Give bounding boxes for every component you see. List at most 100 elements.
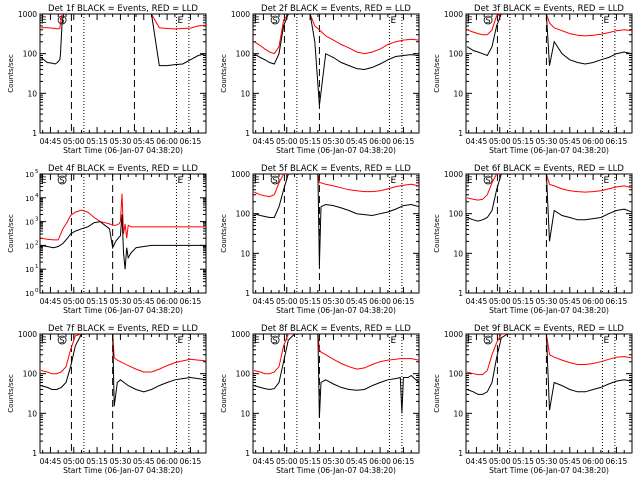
events-series-line <box>41 214 206 270</box>
x-tick-label: 05:00 <box>489 457 511 466</box>
y-tick-exponent: 4 <box>35 193 39 199</box>
plot-frame <box>252 333 420 454</box>
x-tick-label: 05:15 <box>86 457 108 466</box>
y-tick-label: 100 <box>449 210 464 219</box>
y-tick-exponent: 2 <box>35 240 39 246</box>
y-tick-label: 1000 <box>444 330 463 339</box>
y-axis-label: Counts/sec <box>220 54 228 93</box>
lld-series-line <box>253 174 419 198</box>
x-tick-label: 05:15 <box>512 297 534 306</box>
panel-det-3: Det 3f BLACK = Events, RED = LLD 1 10 100 10… <box>433 4 633 155</box>
marker-e-end: E <box>603 176 609 186</box>
y-tick-exponent: 1 <box>35 264 39 270</box>
x-tick-label: 06:00 <box>582 457 604 466</box>
marker-e-start: E <box>467 16 473 26</box>
lld-series-line <box>466 174 632 201</box>
lld-series-line <box>41 193 206 241</box>
series-group <box>253 174 419 266</box>
plot-frame <box>252 13 420 134</box>
x-tick-label: 06:15 <box>180 137 202 146</box>
x-axis-label: Start Time (06-Jan-07 04:38:20) <box>63 306 183 315</box>
y-tick-label: 10 <box>453 89 463 98</box>
y-tick-label: 1 <box>32 129 37 138</box>
lld-series-line <box>253 334 419 375</box>
x-tick-label: 05:45 <box>559 297 581 306</box>
marker-s-circle <box>270 15 280 25</box>
x-axis-label: Start Time (06-Jan-07 04:38:20) <box>63 466 183 475</box>
x-tick-label: 05:15 <box>299 137 321 146</box>
y-tick-label: 10 <box>453 249 463 258</box>
marker-e-start: E <box>254 176 260 186</box>
x-tick-label: 05:45 <box>133 457 155 466</box>
y-tick-label: 10 <box>25 195 34 203</box>
marker-s-circle <box>483 175 493 185</box>
x-tick-label: 05:30 <box>323 137 345 146</box>
x-tick-label: 05:45 <box>133 297 155 306</box>
y-tick-label: 10 <box>240 409 250 418</box>
x-tick-label: 06:15 <box>180 297 202 306</box>
marker-s: S <box>273 16 278 25</box>
y-tick-label: 10 <box>25 242 34 250</box>
x-axis-label: Start Time (06-Jan-07 04:38:20) <box>489 306 609 315</box>
panel-title: Det 3f BLACK = Events, RED = LLD <box>474 4 624 14</box>
series-group <box>466 334 632 411</box>
plot-frame <box>39 173 207 294</box>
panel-det-5: Det 5f BLACK = Events, RED = LLD 1 10 100 10… <box>220 164 420 315</box>
x-tick-label: 05:45 <box>346 297 368 306</box>
marker-s-circle <box>57 335 67 345</box>
panel-det-1: Det 1f BLACK = Events, RED = LLD 1 10 100 10… <box>7 4 207 155</box>
y-tick-label: 10 <box>25 219 34 227</box>
plot-frame <box>39 13 207 134</box>
y-axis-label: Counts/sec <box>7 374 15 413</box>
y-axis-label: Counts/sec <box>7 54 15 93</box>
x-tick-label: 05:30 <box>110 457 132 466</box>
y-tick-label: 1000 <box>18 330 37 339</box>
x-tick-label: 05:30 <box>536 457 558 466</box>
events-series-line <box>466 334 632 411</box>
x-tick-label: 04:45 <box>466 297 488 306</box>
y-tick-label: 1000 <box>444 170 463 179</box>
y-tick-label: 10 <box>240 89 250 98</box>
marker-e-start: E <box>41 16 47 26</box>
y-tick-label: 1000 <box>231 170 250 179</box>
x-tick-label: 06:15 <box>393 137 415 146</box>
series-group <box>466 174 632 242</box>
marker-e-end: E <box>390 336 396 346</box>
y-tick-exponent: 3 <box>35 217 39 223</box>
marker-s: S <box>60 176 65 185</box>
panel-title: Det 5f BLACK = Events, RED = LLD <box>261 164 411 174</box>
x-tick-label: 05:15 <box>86 137 108 146</box>
y-tick-label: 10 <box>25 171 34 179</box>
panel-title: Det 2f BLACK = Events, RED = LLD <box>261 4 411 14</box>
x-tick-label: 06:00 <box>156 137 178 146</box>
x-tick-label: 04:45 <box>40 457 62 466</box>
series-group <box>466 14 632 66</box>
x-tick-label: 04:45 <box>253 137 275 146</box>
x-tick-label: 06:15 <box>393 297 415 306</box>
x-tick-label: 06:00 <box>369 457 391 466</box>
y-tick-label: 1000 <box>231 10 250 19</box>
lld-series-line <box>466 14 632 37</box>
marker-e-start: E <box>254 16 260 26</box>
x-tick-label: 05:30 <box>110 297 132 306</box>
y-tick-label: 1 <box>32 449 37 458</box>
marker-e-end: E <box>177 16 183 26</box>
x-tick-label: 06:00 <box>582 137 604 146</box>
x-tick-label: 05:45 <box>559 457 581 466</box>
y-tick-label: 1 <box>458 449 463 458</box>
series-group <box>253 14 419 106</box>
y-axis-label: Counts/sec <box>220 214 228 253</box>
x-tick-label: 06:15 <box>606 457 628 466</box>
x-tick-label: 05:15 <box>86 297 108 306</box>
marker-e-end: E <box>390 16 396 26</box>
panel-title: Det 9f BLACK = Events, RED = LLD <box>474 324 624 334</box>
x-axis-label: Start Time (06-Jan-07 04:38:20) <box>276 146 396 155</box>
panel-title: Det 7f BLACK = Events, RED = LLD <box>48 324 198 334</box>
marker-e-start: E <box>41 176 47 186</box>
x-tick-label: 05:45 <box>559 137 581 146</box>
marker-s: S <box>486 176 491 185</box>
marker-s: S <box>273 176 278 185</box>
x-tick-label: 05:30 <box>323 297 345 306</box>
marker-e-end: E <box>177 176 183 186</box>
